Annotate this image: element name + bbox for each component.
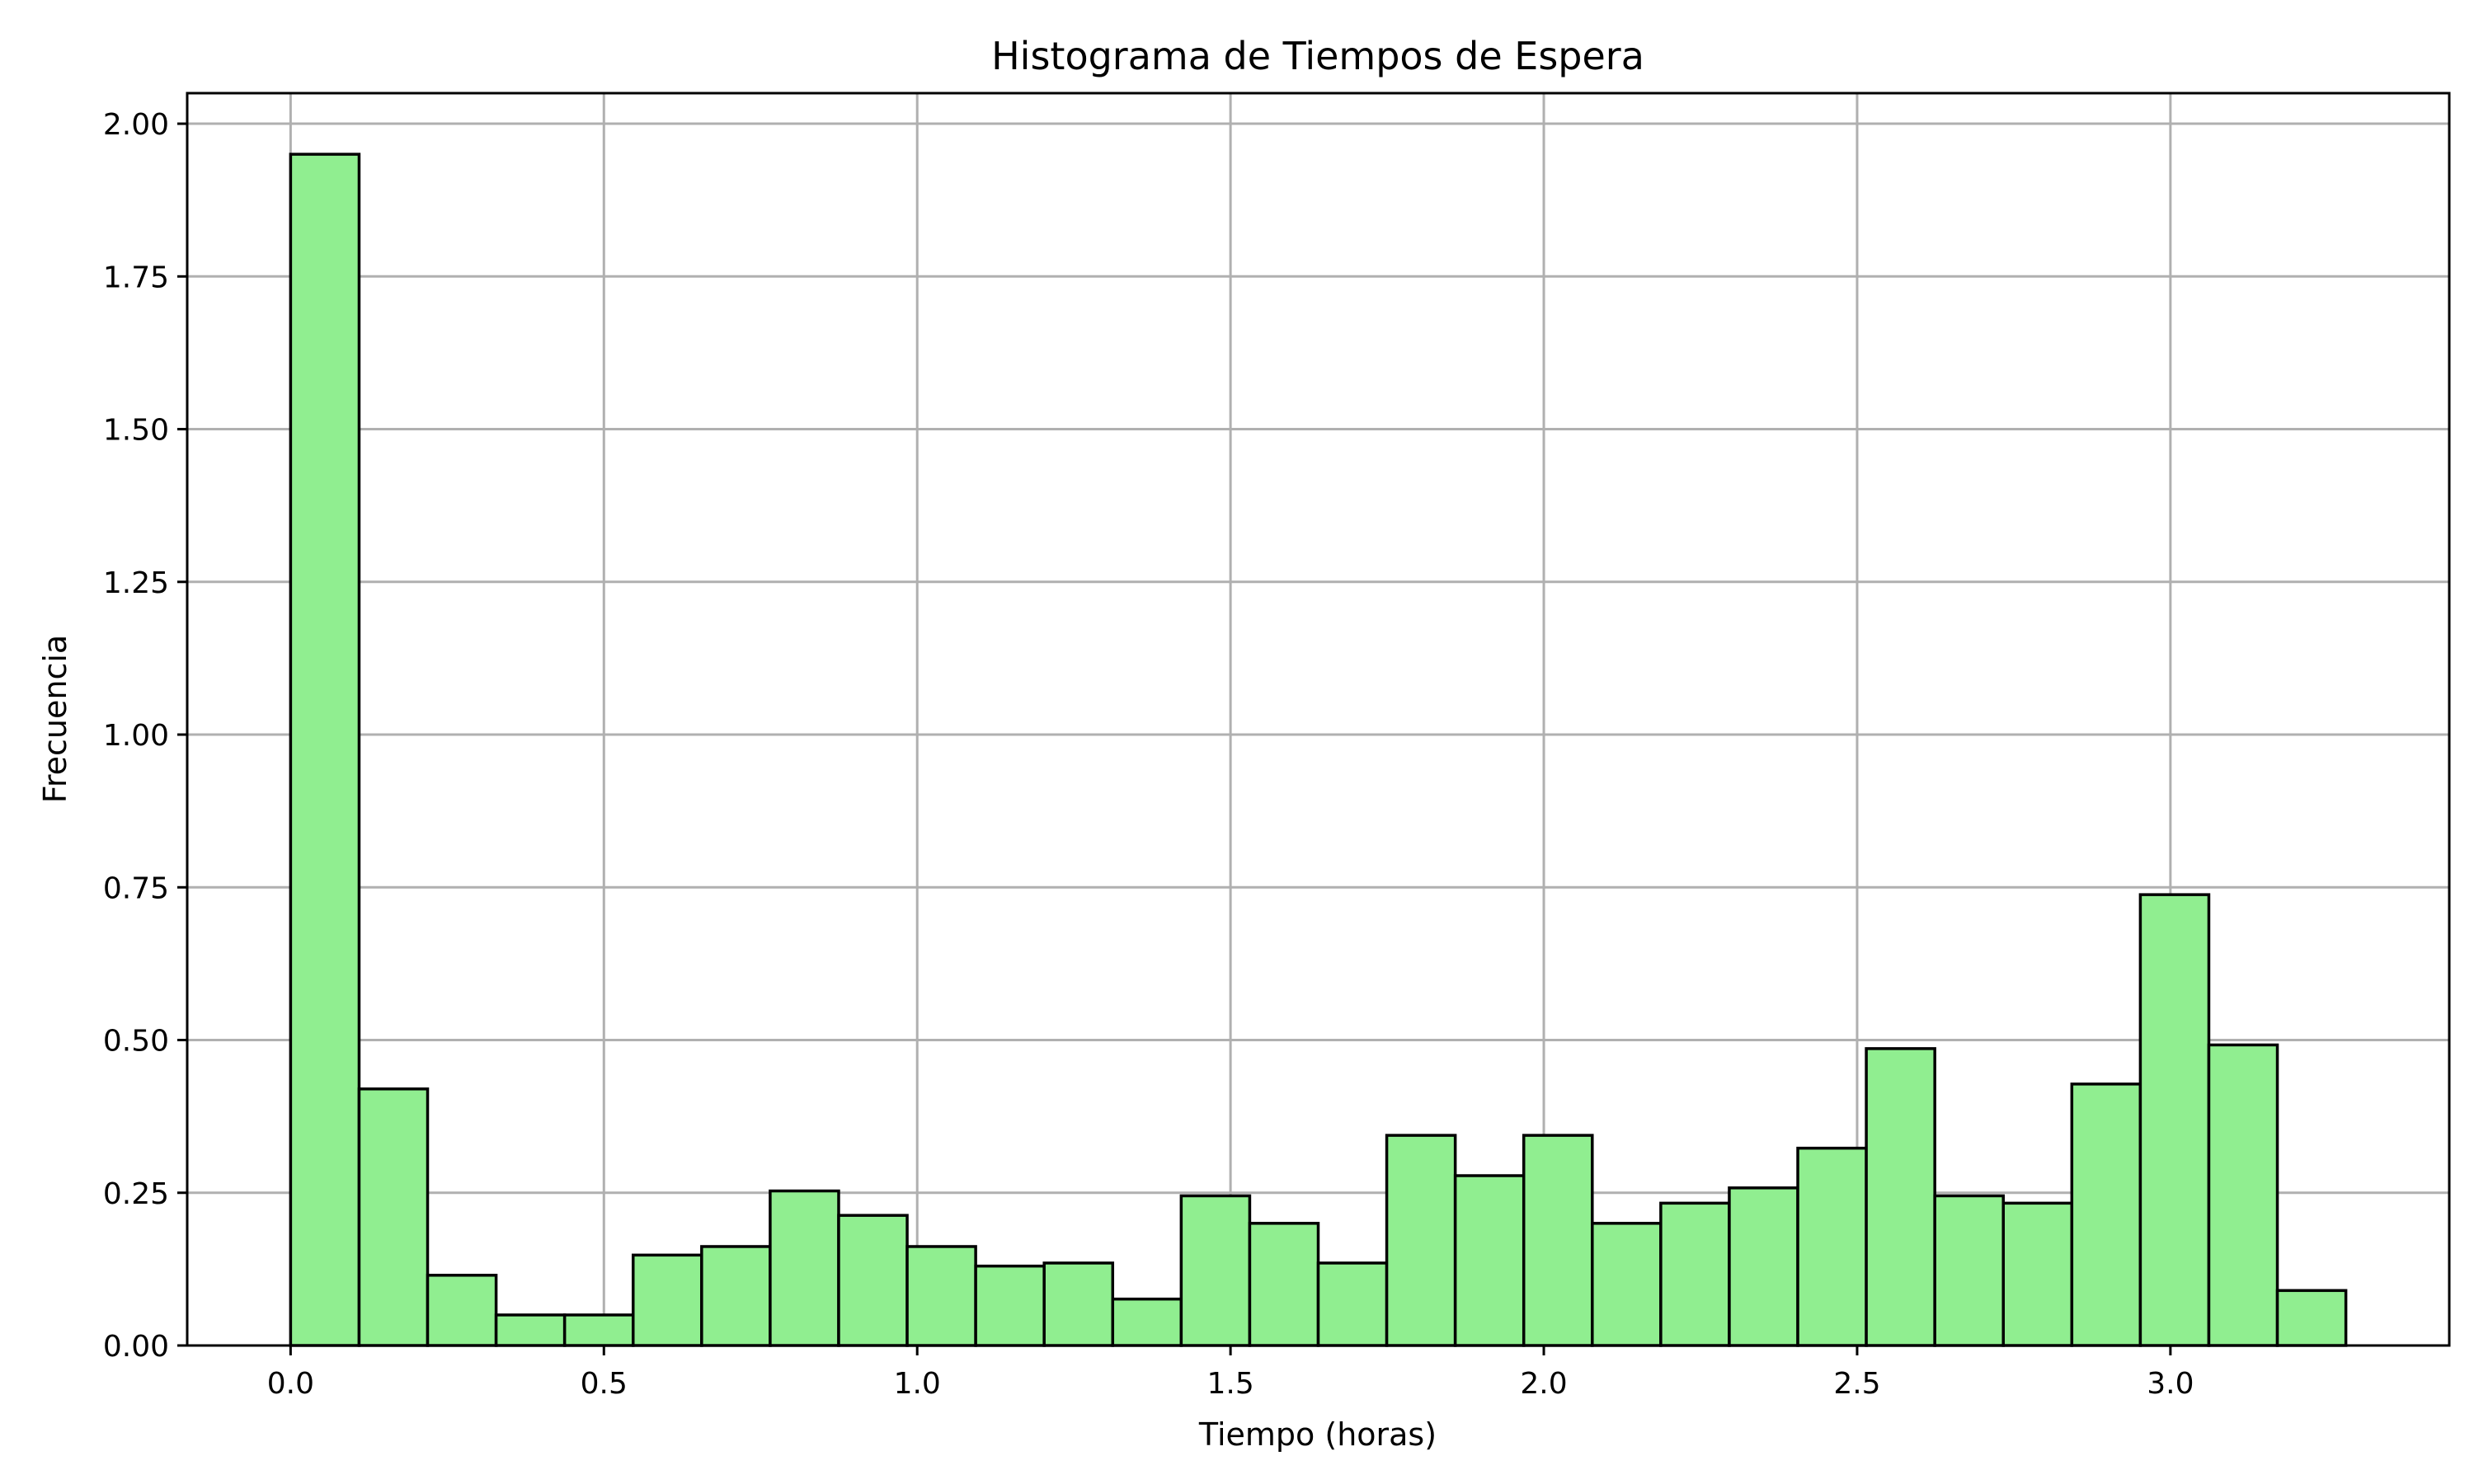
- histogram-bar: [1316, 1261, 1389, 1347]
- y-tick-label: 1.50: [103, 414, 169, 448]
- histogram-bar: [631, 1253, 703, 1347]
- x-tick-label: 0.0: [267, 1367, 314, 1401]
- y-tick-label: 1.00: [103, 719, 169, 753]
- histogram-bar: [426, 1274, 498, 1347]
- x-tick-label: 1.0: [894, 1367, 941, 1401]
- chart-title: Histograma de Tiempos de Espera: [991, 34, 1644, 78]
- y-tick-label: 1.25: [103, 566, 169, 600]
- histogram-bar: [1796, 1146, 1868, 1347]
- x-tick-label: 1.5: [1206, 1367, 1253, 1401]
- histogram-bar: [1248, 1222, 1320, 1347]
- histogram-bar: [562, 1313, 635, 1347]
- y-tick-label: 0.00: [103, 1330, 169, 1364]
- histogram-bar: [837, 1214, 909, 1347]
- x-tick-label: 2.0: [1520, 1367, 1567, 1401]
- histogram-bar: [289, 153, 361, 1347]
- histogram-bar: [2070, 1082, 2142, 1347]
- x-axis-ticks: 0.0 0.5 1.0 1.5 2.0 2.5 3.0: [267, 1345, 2194, 1401]
- x-tick-label: 2.5: [1833, 1367, 1880, 1401]
- histogram-bar: [974, 1264, 1046, 1347]
- histogram-bar: [1591, 1222, 1663, 1347]
- y-tick-label: 0.50: [103, 1025, 169, 1059]
- x-tick-label: 3.0: [2147, 1367, 2194, 1401]
- histogram-bar: [1865, 1047, 1936, 1347]
- y-axis-ticks: 0.00 0.25 0.50 0.75 1.00 1.25 1.50 1.75 2.00: [103, 108, 187, 1364]
- plot-frame: [186, 92, 2451, 1347]
- y-tick-label: 0.75: [103, 871, 169, 905]
- histogram-bar: [700, 1245, 772, 1347]
- histogram-bar: [357, 1087, 430, 1347]
- y-tick-label: 0.25: [103, 1177, 169, 1211]
- y-axis-label: Frecuencia: [37, 635, 73, 803]
- x-axis-label: Tiempo (horas): [1198, 1416, 1437, 1453]
- histogram-bar: [1728, 1186, 1799, 1347]
- histogram-bar: [1522, 1134, 1594, 1347]
- histogram-bar: [1659, 1201, 1731, 1347]
- histogram-bar: [1042, 1261, 1115, 1347]
- histogram-bar: [2138, 893, 2211, 1347]
- histogram-bar: [1385, 1134, 1457, 1347]
- x-tick-label: 0.5: [581, 1367, 628, 1401]
- y-tick-label: 2.00: [103, 108, 169, 142]
- histogram-bar: [2275, 1289, 2348, 1347]
- grid-lines: [187, 93, 2449, 1347]
- histogram-bar: [769, 1189, 840, 1347]
- histogram-bar: [1179, 1194, 1252, 1347]
- histogram-bar: [905, 1245, 977, 1347]
- histogram-bar: [2207, 1043, 2279, 1347]
- histogram-bar: [1111, 1297, 1183, 1347]
- histogram-bar: [1933, 1194, 2006, 1347]
- histogram-bar: [2001, 1201, 2074, 1347]
- histogram-bars: [289, 153, 2348, 1347]
- y-tick-label: 1.75: [103, 261, 169, 294]
- histogram-bar: [1453, 1174, 1526, 1347]
- histogram-bar: [494, 1313, 567, 1347]
